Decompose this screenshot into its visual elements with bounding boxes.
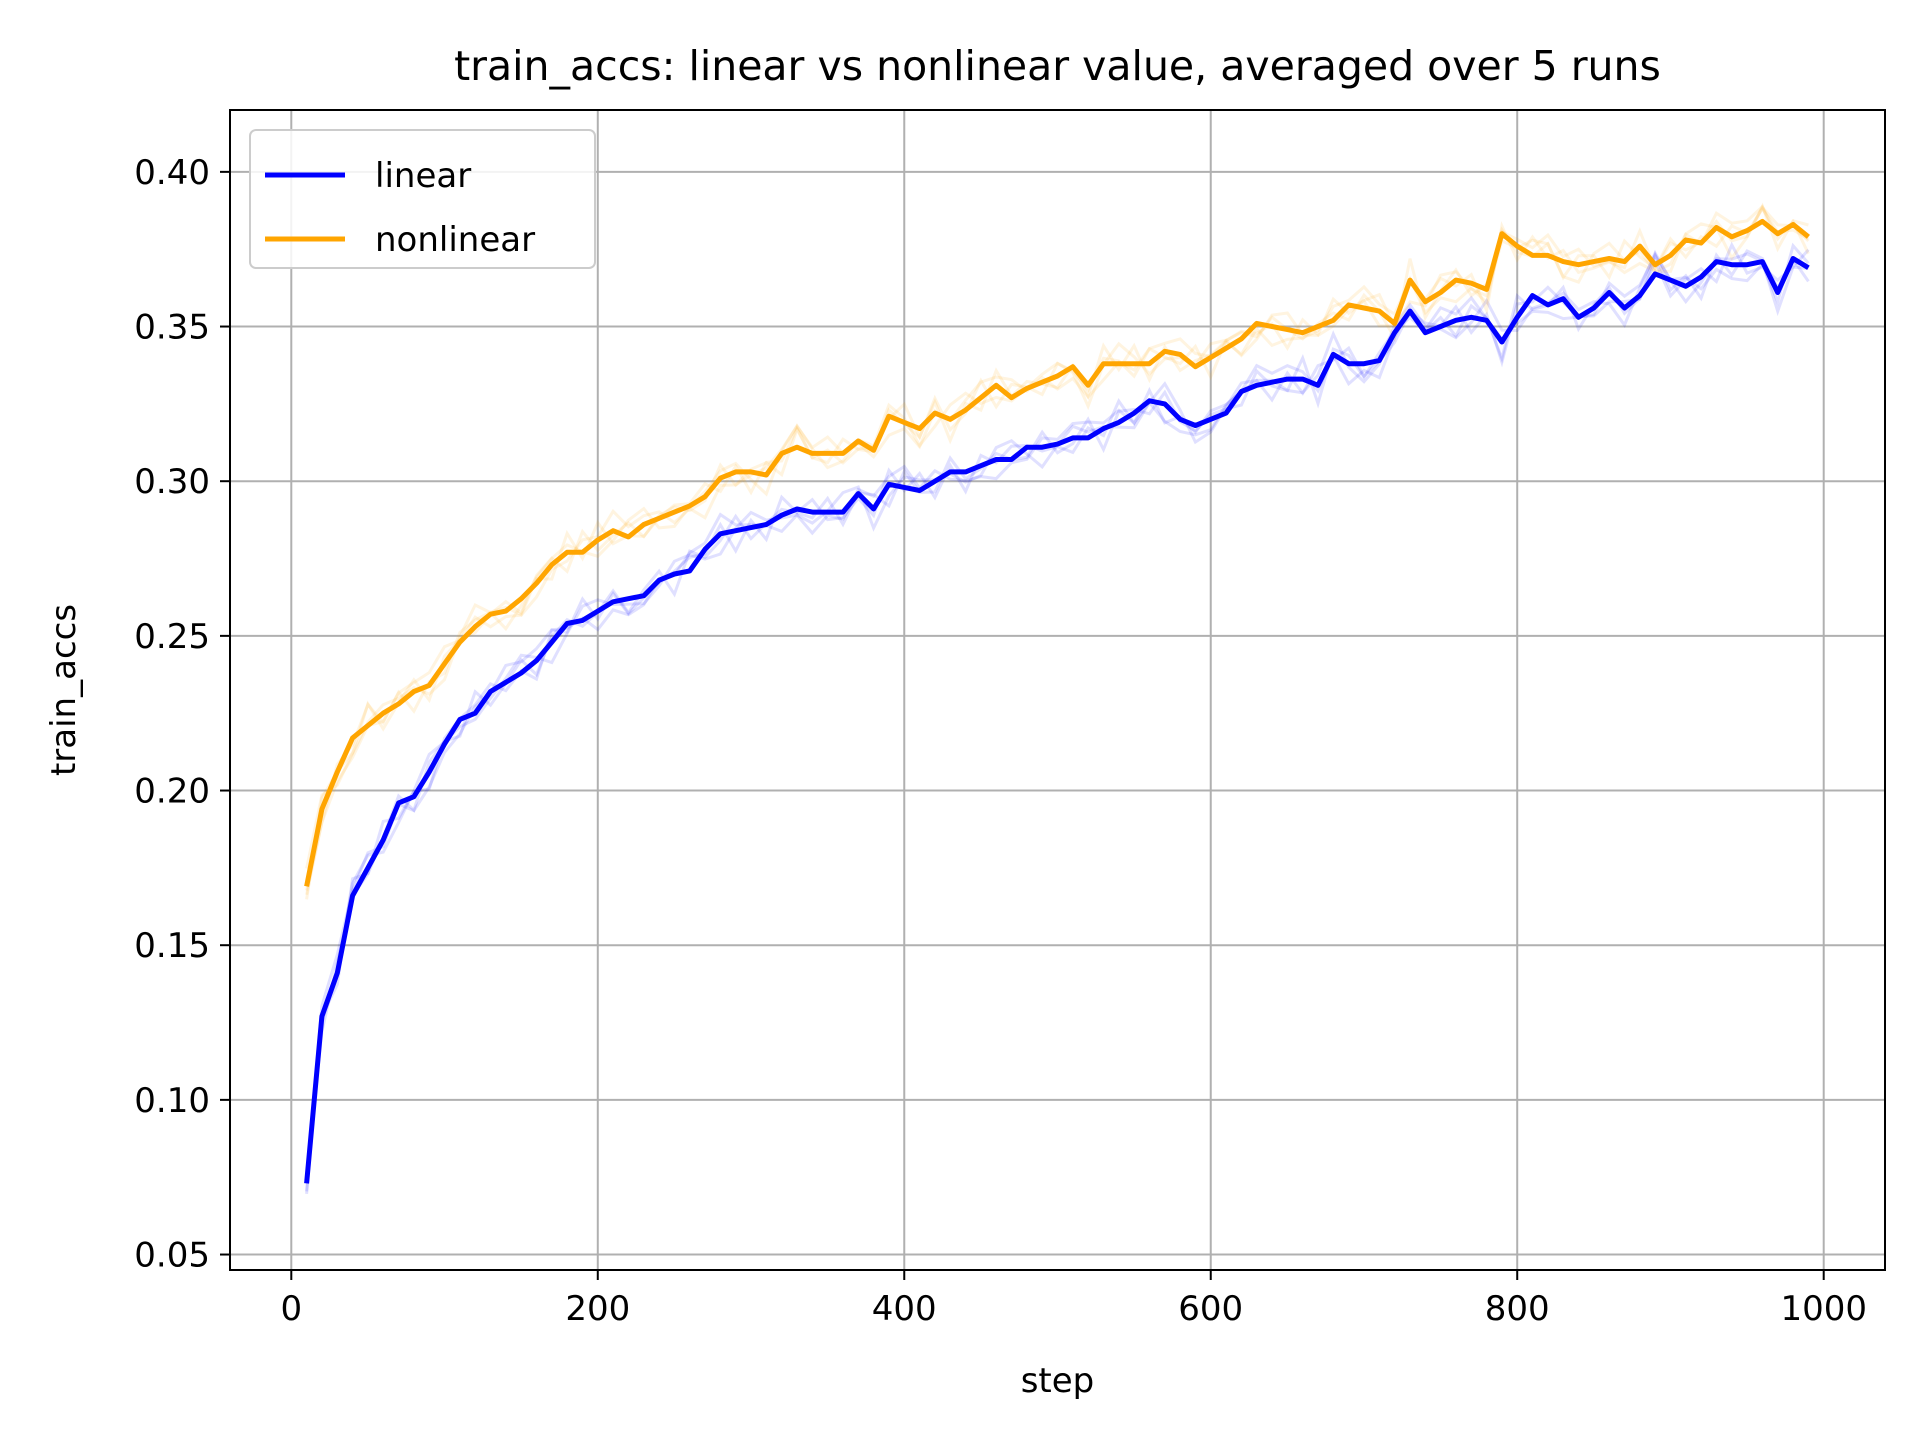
y-tick-label: 0.20	[134, 772, 210, 812]
linear-run-trace	[305, 248, 1810, 1195]
y-tick-label: 0.25	[134, 617, 210, 657]
x-tick-label: 0	[280, 1289, 302, 1329]
x-tick-label: 800	[1485, 1289, 1550, 1329]
axis-ticks: 0 200 400 600 800 1000 0.05 0.10 0.15 0.20 0.25 0.3…	[134, 153, 1867, 1329]
x-axis-label: step	[1021, 1361, 1095, 1401]
plot-frame	[229, 109, 1886, 1271]
legend-label-nonlinear: nonlinear	[375, 220, 535, 260]
y-tick-label: 0.30	[134, 462, 210, 502]
y-tick-label: 0.35	[134, 308, 210, 348]
series-lines	[304, 218, 1810, 1184]
linear-line	[304, 256, 1810, 1184]
nonlinear-line	[304, 218, 1810, 887]
linear-run-trace	[305, 242, 1810, 1179]
linear-run-trace	[305, 248, 1810, 1192]
linear-run-trace	[305, 241, 1809, 1174]
legend-label-linear: linear	[375, 156, 471, 196]
x-tick-label: 400	[872, 1289, 937, 1329]
x-tick-label: 1000	[1780, 1289, 1867, 1329]
y-tick-label: 0.10	[134, 1081, 210, 1121]
y-tick-label: 0.05	[134, 1236, 210, 1276]
nonlinear-run-trace	[305, 204, 1810, 869]
grid	[230, 110, 1885, 1270]
y-axis-label: train_accs	[44, 604, 84, 776]
x-tick-label: 600	[1178, 1289, 1243, 1329]
x-tick-label: 200	[565, 1289, 630, 1329]
nonlinear-run-trace	[305, 202, 1809, 900]
legend-box	[249, 129, 596, 269]
nonlinear-run-trace	[305, 204, 1810, 896]
y-tick-label: 0.40	[134, 153, 210, 193]
nonlinear-run-trace	[305, 206, 1810, 891]
y-tick-label: 0.15	[134, 926, 210, 966]
chart-title: train_accs: linear vs nonlinear value, a…	[454, 42, 1661, 90]
run-traces	[305, 202, 1810, 1195]
legend: linear nonlinear	[249, 129, 596, 269]
